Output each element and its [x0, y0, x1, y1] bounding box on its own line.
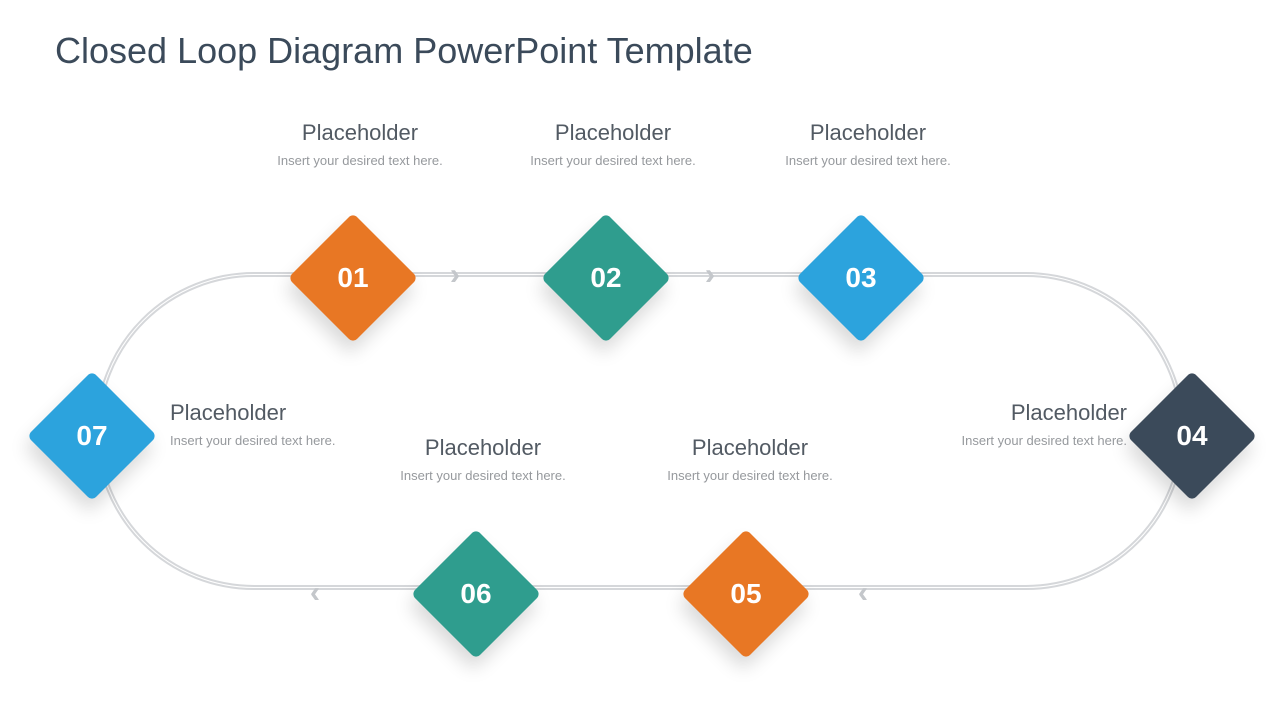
label-05: Placeholder Insert your desired text her… [655, 435, 845, 485]
node-01-number: 01 [337, 262, 368, 294]
node-01: 01 [307, 232, 399, 324]
label-04: Placeholder Insert your desired text her… [937, 400, 1127, 450]
label-01-heading: Placeholder [265, 120, 455, 146]
label-03-body: Insert your desired text here. [773, 152, 963, 170]
label-02-heading: Placeholder [518, 120, 708, 146]
label-07: Placeholder Insert your desired text her… [170, 400, 360, 450]
label-06: Placeholder Insert your desired text her… [388, 435, 578, 485]
label-06-heading: Placeholder [388, 435, 578, 461]
label-04-body: Insert your desired text here. [937, 432, 1127, 450]
label-07-body: Insert your desired text here. [170, 432, 360, 450]
node-04: 04 [1146, 390, 1238, 482]
label-05-body: Insert your desired text here. [655, 467, 845, 485]
node-06-number: 06 [460, 578, 491, 610]
node-05-number: 05 [730, 578, 761, 610]
label-01: Placeholder Insert your desired text her… [265, 120, 455, 170]
node-07: 07 [46, 390, 138, 482]
node-07-number: 07 [76, 420, 107, 452]
node-03: 03 [815, 232, 907, 324]
label-03-heading: Placeholder [773, 120, 963, 146]
node-06: 06 [430, 548, 522, 640]
slide-title: Closed Loop Diagram PowerPoint Template [55, 30, 753, 72]
node-04-number: 04 [1176, 420, 1207, 452]
node-02-number: 02 [590, 262, 621, 294]
label-03: Placeholder Insert your desired text her… [773, 120, 963, 170]
label-01-body: Insert your desired text here. [265, 152, 455, 170]
node-05: 05 [700, 548, 792, 640]
label-07-heading: Placeholder [170, 400, 360, 426]
label-05-heading: Placeholder [655, 435, 845, 461]
node-03-number: 03 [845, 262, 876, 294]
label-02: Placeholder Insert your desired text her… [518, 120, 708, 170]
label-04-heading: Placeholder [937, 400, 1127, 426]
label-06-body: Insert your desired text here. [388, 467, 578, 485]
label-02-body: Insert your desired text here. [518, 152, 708, 170]
node-02: 02 [560, 232, 652, 324]
